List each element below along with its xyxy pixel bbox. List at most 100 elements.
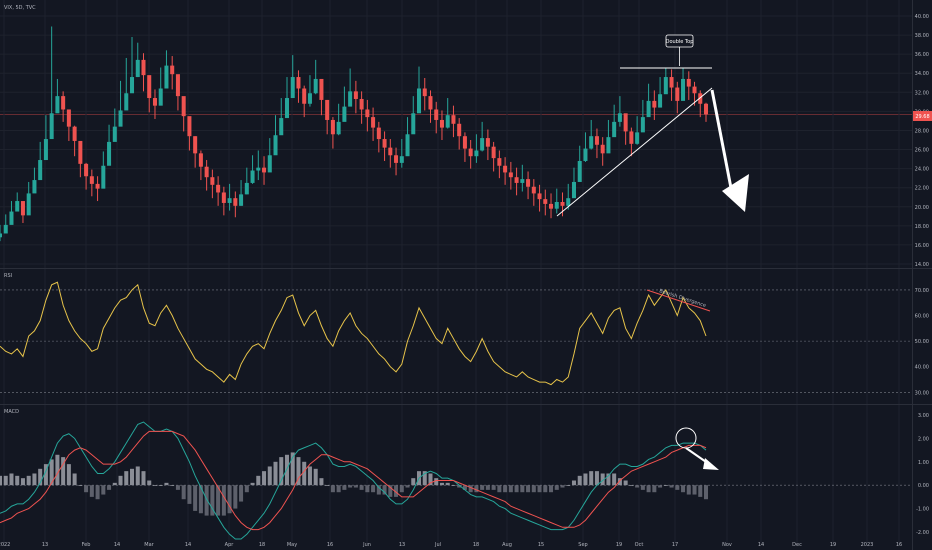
macd-histogram-bar xyxy=(118,475,123,486)
macd-histogram-bar xyxy=(606,473,611,486)
candle-body xyxy=(353,91,358,99)
price-tick-label: 24.00 xyxy=(915,167,929,173)
macd-histogram-bar xyxy=(284,454,290,486)
candle-body xyxy=(3,224,8,234)
price-tick-label: 34.00 xyxy=(915,71,929,77)
macd-histogram-bar xyxy=(445,482,450,486)
candle-body xyxy=(617,113,622,122)
macd-histogram-bar xyxy=(623,480,628,486)
time-tick-label: 17 xyxy=(672,542,678,548)
macd-pane xyxy=(0,421,912,540)
macd-histogram-bar xyxy=(376,485,381,495)
macd-tick-label: -2.00 xyxy=(916,530,929,536)
candle-body xyxy=(147,75,152,99)
candle-body xyxy=(399,156,404,163)
macd-histogram-bar xyxy=(612,473,617,486)
candle-body xyxy=(330,119,335,135)
candle-body xyxy=(635,132,640,144)
macd-histogram-bar xyxy=(480,485,485,490)
candle-body xyxy=(342,106,347,122)
macd-histogram-bar xyxy=(405,485,410,488)
macd-histogram-bar xyxy=(239,485,244,502)
macd-tick-label: 3.00 xyxy=(918,413,929,419)
macd-histogram-bar xyxy=(216,485,221,516)
candle-body xyxy=(38,160,43,181)
candle-body xyxy=(181,96,186,117)
candle-body xyxy=(78,140,83,164)
macd-histogram-bar xyxy=(594,471,599,486)
symbol-label: VIX, 5D, TVC xyxy=(4,5,36,11)
macd-histogram-bar xyxy=(663,485,668,486)
time-tick-label: 16 xyxy=(896,542,902,548)
candle-body xyxy=(606,137,611,154)
candle-body xyxy=(600,144,605,154)
macd-histogram-bar xyxy=(451,485,456,486)
macd-histogram-bar xyxy=(589,471,594,486)
candle-body xyxy=(428,96,433,110)
candle-body xyxy=(49,113,54,140)
candle-body xyxy=(61,96,66,110)
candle-body xyxy=(508,172,513,178)
macd-histogram-bar xyxy=(434,478,439,486)
macd-histogram-bar xyxy=(577,475,582,486)
price-tick-label: 28.00 xyxy=(915,128,929,134)
macd-histogram-bar xyxy=(313,468,318,486)
macd-histogram-bar xyxy=(107,485,112,490)
macd-histogram-bar xyxy=(135,466,140,486)
macd-histogram-bar xyxy=(394,485,399,497)
macd-histogram-bar xyxy=(198,485,203,514)
candle-body xyxy=(480,138,485,151)
macd-histogram-bar xyxy=(290,452,295,486)
candle-body xyxy=(405,134,410,157)
price-badge[interactable]: 29.68 xyxy=(913,111,932,121)
macd-histogram-bar xyxy=(468,485,473,493)
macd-histogram-bar xyxy=(411,478,416,486)
grid-lines xyxy=(0,0,912,546)
candle-body xyxy=(284,98,290,119)
macd-histogram-bar xyxy=(267,466,272,486)
macd-histogram-bar xyxy=(371,485,376,493)
bearish-divergence-line[interactable] xyxy=(646,289,711,312)
candle-body xyxy=(158,88,163,106)
candle-body xyxy=(262,167,267,173)
candle-body xyxy=(497,158,502,166)
candlestick-series xyxy=(0,26,709,242)
macd-histogram-bar xyxy=(646,485,651,493)
macd-histogram-bar xyxy=(307,466,312,486)
price-axis[interactable]: 14.00 16.00 18.00 20.00 22.00 24.00 26.00 28.00… xyxy=(915,14,929,536)
candle-body xyxy=(675,87,680,101)
macd-histogram-bar xyxy=(78,485,83,486)
candle-body xyxy=(135,59,140,78)
candle-body xyxy=(531,186,536,194)
macd-histogram-bar xyxy=(244,485,249,493)
candle-body xyxy=(457,123,462,137)
macd-histogram-bar xyxy=(342,485,347,490)
candle-body xyxy=(84,163,89,177)
candle-body xyxy=(359,98,364,110)
candle-body xyxy=(187,116,192,137)
candle-body xyxy=(112,126,117,142)
candle-body xyxy=(55,96,60,114)
macd-histogram-bar xyxy=(302,461,307,486)
rsi-line xyxy=(0,281,707,386)
macd-line xyxy=(0,421,707,540)
rising-trendline[interactable] xyxy=(556,87,713,217)
time-axis[interactable]: 2022 13 Feb 14 Mar 14 Apr 18 May 16 Jun 13 Jul 18 Aug 1… xyxy=(0,542,902,548)
time-tick-label: May xyxy=(287,542,297,548)
macd-histogram-bar xyxy=(72,473,77,486)
candle-body xyxy=(474,150,479,157)
macd-histogram-bar xyxy=(485,485,490,490)
macd-histogram-bar xyxy=(703,485,709,500)
down-arrow-head xyxy=(722,174,749,212)
macd-histogram-bar xyxy=(658,485,663,488)
macd-histogram-bar xyxy=(503,485,508,493)
macd-histogram-bar xyxy=(514,485,519,493)
price-tick-label: 32.00 xyxy=(915,90,929,96)
rsi-tick-label: 30.00 xyxy=(915,390,929,396)
candle-body xyxy=(227,198,232,203)
candle-body xyxy=(302,88,307,104)
macd-histogram-bar xyxy=(686,485,691,495)
time-tick-label: Jul xyxy=(434,542,441,548)
macd-histogram-bar xyxy=(600,473,605,486)
